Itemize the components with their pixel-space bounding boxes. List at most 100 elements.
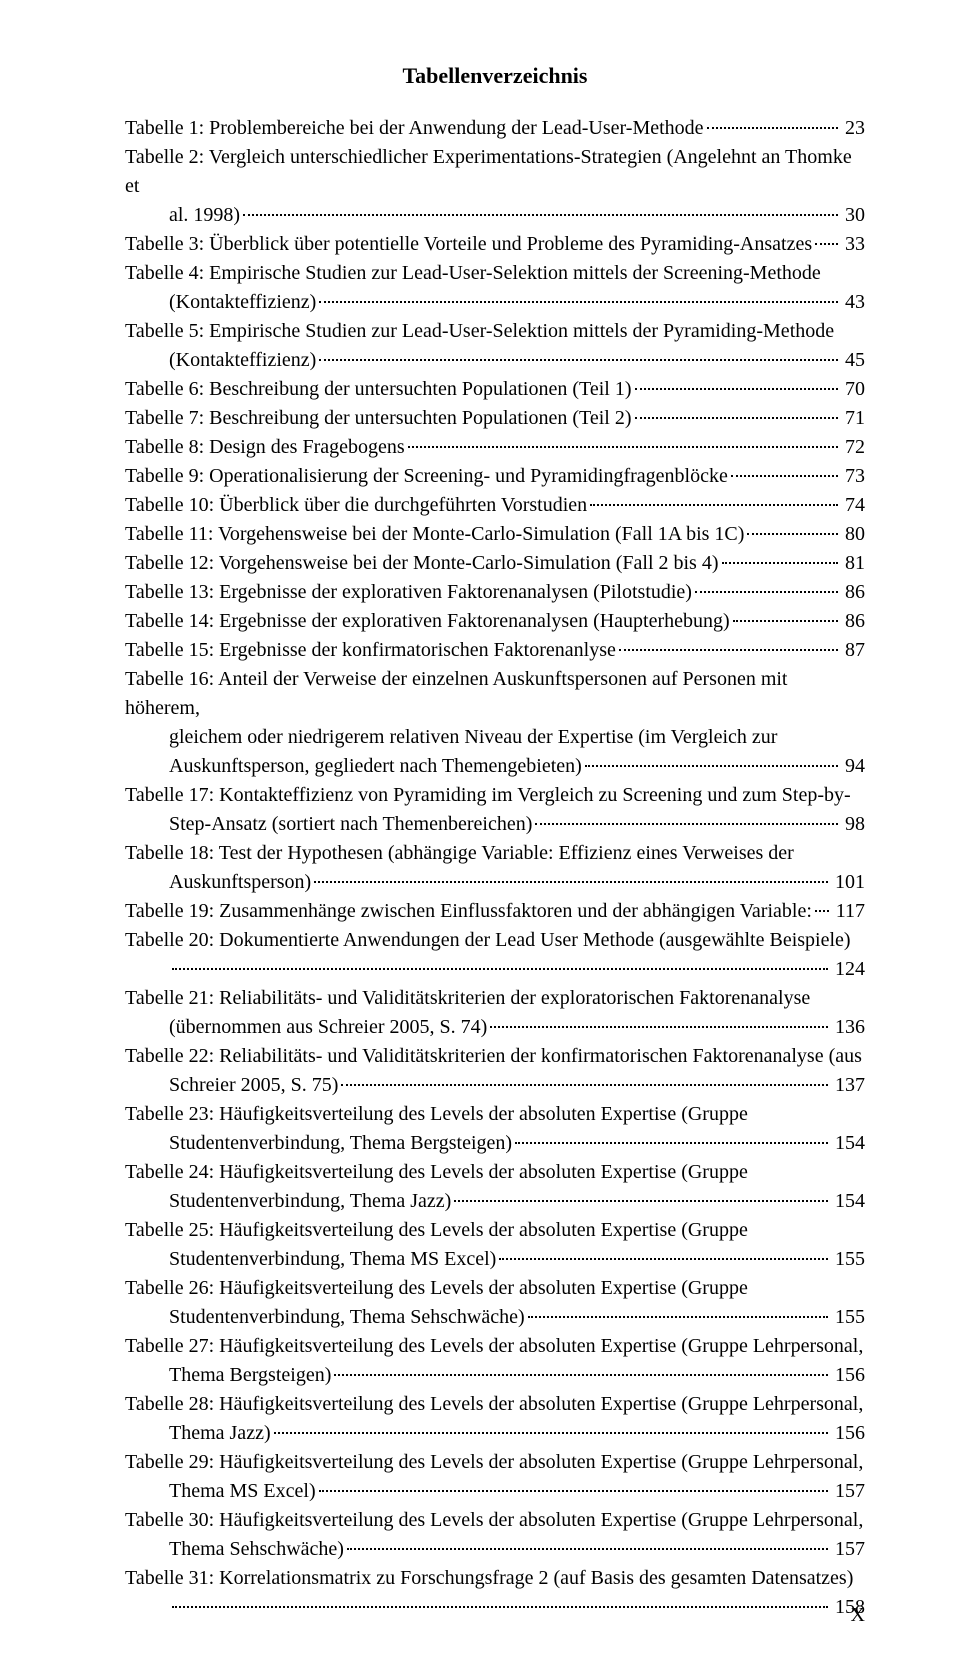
toc-entry-lastline: Auskunftsperson, gegliedert nach Themeng… bbox=[125, 752, 865, 781]
toc-entry-lastline: Tabelle 7: Beschreibung der untersuchten… bbox=[125, 404, 865, 433]
dot-leader bbox=[528, 1316, 828, 1318]
toc-entry: Tabelle 18: Test der Hypothesen (abhängi… bbox=[125, 839, 865, 897]
toc-entry-lastline: Thema Jazz)156 bbox=[125, 1419, 865, 1448]
toc-entry-text: Step-Ansatz (sortiert nach Themenbereich… bbox=[125, 810, 532, 839]
toc-entry-text: Tabelle 14: Ergebnisse der explorativen … bbox=[125, 607, 730, 636]
toc-entry-text: Tabelle 7: Beschreibung der untersuchten… bbox=[125, 404, 632, 433]
toc-entry-page: 43 bbox=[841, 288, 865, 317]
toc-entry: Tabelle 4: Empirische Studien zur Lead-U… bbox=[125, 259, 865, 317]
toc-entry-page: 157 bbox=[831, 1535, 865, 1564]
toc-entry-text: Tabelle 13: Ergebnisse der explorativen … bbox=[125, 578, 692, 607]
toc-entry-page: 81 bbox=[841, 549, 865, 578]
dot-leader bbox=[274, 1432, 828, 1434]
toc-entry-page: 30 bbox=[841, 201, 865, 230]
toc-entry-text: Tabelle 12: Vorgehensweise bei der Monte… bbox=[125, 549, 719, 578]
toc-entry-page: 137 bbox=[831, 1071, 865, 1100]
toc-entry: Tabelle 8: Design des Fragebogens72 bbox=[125, 433, 865, 462]
toc-entry-lastline: Tabelle 6: Beschreibung der untersuchten… bbox=[125, 375, 865, 404]
toc-entry-text: Tabelle 10: Überblick über die durchgefü… bbox=[125, 491, 587, 520]
toc-entry-lastline: Auskunftsperson) 101 bbox=[125, 868, 865, 897]
dot-leader bbox=[815, 243, 838, 245]
dot-leader bbox=[695, 591, 838, 593]
toc-entry-text: Tabelle 30: Häufigkeitsverteilung des Le… bbox=[125, 1506, 865, 1535]
toc-entry-lastline: Tabelle 13: Ergebnisse der explorativen … bbox=[125, 578, 865, 607]
toc-entry-page: 87 bbox=[841, 636, 865, 665]
dot-leader bbox=[707, 127, 838, 129]
toc-entry-lastline: (übernommen aus Schreier 2005, S. 74) 136 bbox=[125, 1013, 865, 1042]
toc-entry-lastline: Schreier 2005, S. 75) 137 bbox=[125, 1071, 865, 1100]
dot-leader bbox=[499, 1258, 828, 1260]
toc-entry-text: Tabelle 28: Häufigkeitsverteilung des Le… bbox=[125, 1390, 865, 1419]
dot-leader bbox=[635, 388, 839, 390]
toc-entry: Tabelle 23: Häufigkeitsverteilung des Le… bbox=[125, 1100, 865, 1158]
toc-entry-text: al. 1998) bbox=[125, 201, 240, 230]
toc-entry-page: 73 bbox=[841, 462, 865, 491]
toc-entry-page: 98 bbox=[841, 810, 865, 839]
toc-entry-text: Tabelle 3: Überblick über potentielle Vo… bbox=[125, 230, 812, 259]
toc-entry-lastline: al. 1998) 30 bbox=[125, 201, 865, 230]
dot-leader bbox=[585, 765, 838, 767]
toc-entry-page: 155 bbox=[831, 1303, 865, 1332]
toc-entry-text: Tabelle 25: Häufigkeitsverteilung des Le… bbox=[125, 1216, 865, 1245]
toc-entry-page: 101 bbox=[831, 868, 865, 897]
toc-entry-lastline: Tabelle 3: Überblick über potentielle Vo… bbox=[125, 230, 865, 259]
page-title: Tabellenverzeichnis bbox=[125, 60, 865, 92]
toc-entry-page: 136 bbox=[831, 1013, 865, 1042]
dot-leader bbox=[747, 533, 838, 535]
toc-entry: Tabelle 7: Beschreibung der untersuchten… bbox=[125, 404, 865, 433]
toc-entry: Tabelle 26: Häufigkeitsverteilung des Le… bbox=[125, 1274, 865, 1332]
toc-entry-text: (Kontakteffizienz) bbox=[125, 346, 316, 375]
dot-leader bbox=[635, 417, 839, 419]
toc-entry: Tabelle 6: Beschreibung der untersuchten… bbox=[125, 375, 865, 404]
toc-entry-page: 45 bbox=[841, 346, 865, 375]
toc-entry: Tabelle 27: Häufigkeitsverteilung des Le… bbox=[125, 1332, 865, 1390]
toc-entry: Tabelle 16: Anteil der Verweise der einz… bbox=[125, 665, 865, 781]
dot-leader bbox=[722, 562, 839, 564]
dot-leader bbox=[619, 649, 838, 651]
toc-entry-text: Auskunftsperson) bbox=[125, 868, 311, 897]
list-of-tables: Tabelle 1: Problembereiche bei der Anwen… bbox=[125, 114, 865, 1622]
toc-entry: Tabelle 15: Ergebnisse der konfirmatoris… bbox=[125, 636, 865, 665]
toc-entry-text: Tabelle 6: Beschreibung der untersuchten… bbox=[125, 375, 632, 404]
toc-entry: Tabelle 30: Häufigkeitsverteilung des Le… bbox=[125, 1506, 865, 1564]
toc-entry-lastline: Tabelle 11: Vorgehensweise bei der Monte… bbox=[125, 520, 865, 549]
dot-leader bbox=[815, 910, 829, 912]
toc-entry-page: 154 bbox=[831, 1129, 865, 1158]
dot-leader bbox=[334, 1374, 828, 1376]
dot-leader bbox=[731, 475, 838, 477]
toc-entry: Tabelle 2: Vergleich unterschiedlicher E… bbox=[125, 143, 865, 230]
dot-leader bbox=[319, 301, 838, 303]
toc-entry-page: 71 bbox=[841, 404, 865, 433]
toc-entry: Tabelle 9: Operationalisierung der Scree… bbox=[125, 462, 865, 491]
toc-entry-text: Tabelle 26: Häufigkeitsverteilung des Le… bbox=[125, 1274, 865, 1303]
toc-entry-page: 155 bbox=[831, 1245, 865, 1274]
toc-entry-lastline: Tabelle 9: Operationalisierung der Scree… bbox=[125, 462, 865, 491]
dot-leader bbox=[243, 214, 838, 216]
toc-entry-text: Studentenverbindung, Thema Jazz) bbox=[125, 1187, 451, 1216]
toc-entry-text: Tabelle 31: Korrelationsmatrix zu Forsch… bbox=[125, 1564, 865, 1593]
dot-leader bbox=[314, 881, 828, 883]
toc-entry: Tabelle 21: Reliabilitäts- und Validität… bbox=[125, 984, 865, 1042]
toc-entry-text: Tabelle 15: Ergebnisse der konfirmatoris… bbox=[125, 636, 616, 665]
dot-leader bbox=[454, 1200, 828, 1202]
toc-entry-text: Tabelle 16: Anteil der Verweise der einz… bbox=[125, 665, 865, 723]
toc-entry-text: Studentenverbindung, Thema Sehschwäche) bbox=[125, 1303, 525, 1332]
toc-entry-text: Schreier 2005, S. 75) bbox=[125, 1071, 338, 1100]
dot-leader bbox=[319, 1490, 828, 1492]
toc-entry: Tabelle 13: Ergebnisse der explorativen … bbox=[125, 578, 865, 607]
toc-entry-page: 86 bbox=[841, 607, 865, 636]
toc-entry-text: Thema Bergsteigen) bbox=[125, 1361, 331, 1390]
toc-entry-text: Tabelle 11: Vorgehensweise bei der Monte… bbox=[125, 520, 744, 549]
toc-entry-page: 94 bbox=[841, 752, 865, 781]
toc-entry-text: Tabelle 1: Problembereiche bei der Anwen… bbox=[125, 114, 704, 143]
toc-entry-text: (Kontakteffizienz) bbox=[125, 288, 316, 317]
toc-entry-text: (übernommen aus Schreier 2005, S. 74) bbox=[125, 1013, 487, 1042]
dot-leader bbox=[733, 620, 838, 622]
dot-leader bbox=[341, 1084, 828, 1086]
page-number: X bbox=[851, 1601, 865, 1630]
dot-leader bbox=[319, 359, 838, 361]
toc-entry-text: Thema MS Excel) bbox=[125, 1477, 316, 1506]
toc-entry-lastline: Tabelle 1: Problembereiche bei der Anwen… bbox=[125, 114, 865, 143]
toc-entry-text: Thema Sehschwäche) bbox=[125, 1535, 344, 1564]
toc-entry-page: 157 bbox=[831, 1477, 865, 1506]
